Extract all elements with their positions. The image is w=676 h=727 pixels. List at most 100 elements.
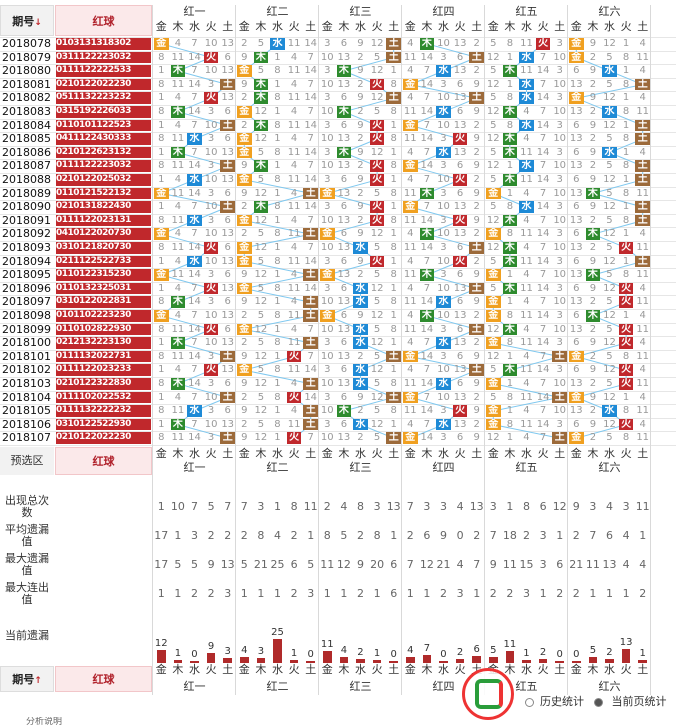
miss-value: 11 [171,51,185,63]
miss-value: 14 [304,119,318,131]
pre-element-9: 土 [305,447,317,460]
bottom-group-2: 红二 [266,680,289,693]
miss-value: 9 [357,255,364,267]
hit-cell-earth: 土 [386,38,401,50]
miss-value: 14 [304,201,318,213]
miss-value: 6 [224,269,231,281]
miss-value: 11 [171,133,185,145]
miss-value: 6 [573,337,580,349]
history-label[interactable]: 历史统计 [540,695,584,708]
miss-value: 11 [520,418,533,430]
top-element-23: 火 [537,20,549,33]
miss-value: 2 [357,214,364,226]
stat-value: 2 [473,529,481,542]
hit-cell-earth: 土 [552,350,567,363]
missing-bar [588,656,598,663]
hit-cell-fire: 火 [369,160,385,172]
miss-value: 6 [456,242,464,253]
miss-value: 1 [390,146,397,158]
top-element-19: 土 [471,20,483,33]
pre-element-25: 金 [570,447,582,460]
miss-value: 2 [589,133,597,145]
sort-up-icon[interactable]: ↑ [34,676,42,686]
miss-value: 14 [420,350,434,362]
miss-value: 12 [370,65,384,77]
miss-value: 8 [158,242,165,253]
miss-value: 2 [241,38,248,49]
trend-segment [161,43,212,58]
miss-value: 6 [456,187,464,199]
miss-value: 6 [573,310,580,321]
miss-value: 8 [622,214,630,226]
miss-value: 4 [290,323,298,335]
period-header[interactable]: 期号↓ [0,5,54,36]
stat-value: 1 [257,587,265,600]
hit-cell-gold: 金 [569,51,584,64]
hit-cell-earth: 土 [220,432,235,444]
missing-bar-label: 2 [606,647,613,659]
miss-value: 13 [569,160,583,172]
bottom-element-11: 木 [338,663,350,676]
hit-cell-wood: 木 [419,310,435,322]
miss-value: 14 [188,51,201,63]
miss-value: 10 [204,119,218,131]
current-page-label[interactable]: 当前页统计 [611,695,667,708]
trend-segment [177,424,228,439]
trend-segment [493,396,560,412]
miss-value: 12 [603,418,616,430]
miss-value: 11 [636,242,650,253]
miss-value: 5 [606,323,613,335]
red-ball-numbers: 0111102022532 [56,391,151,404]
miss-value: 3 [556,38,563,49]
miss-value: 10 [320,378,334,389]
history-radio[interactable] [525,698,534,707]
miss-value: 6 [340,337,348,349]
miss-value: 10 [320,296,334,308]
trend-segment [161,233,212,249]
miss-value: 11 [287,364,301,376]
hit-cell-gold: 金 [569,391,584,404]
hit-cell-gold: 金 [237,323,252,336]
hit-cell-fire: 火 [369,201,385,213]
trend-segment [592,192,643,208]
missing-bar-label: 25 [271,626,284,638]
miss-value: 10 [204,174,218,185]
miss-value: 1 [158,364,165,376]
period-footer[interactable]: 期号↑ [0,666,54,692]
grid-line [0,390,676,392]
miss-value: 7 [539,378,547,389]
miss-value: 3 [324,38,331,49]
current-page-radio[interactable] [594,698,603,707]
grid-line [0,322,676,324]
miss-value: 4 [174,255,182,267]
stat-value: 1 [323,587,331,600]
miss-value: 13 [337,378,351,389]
miss-value: 8 [622,160,630,172]
trend-segment [177,152,228,167]
missing-bar-label: 1 [174,648,182,660]
stat-value: 3 [589,500,597,513]
trend-segment [410,206,461,222]
missing-bar-label: 2 [539,647,547,659]
miss-value: 11 [171,323,185,335]
miss-value: 10 [553,323,567,335]
hit-cell-earth: 土 [635,201,650,213]
miss-value: 14 [536,418,550,430]
hit-cell-earth: 土 [469,51,484,64]
miss-value: 8 [158,405,165,417]
miss-value: 3 [556,65,563,77]
miss-value: 1 [158,418,165,430]
missing-bar [306,661,315,663]
hit-cell-water: 水 [353,337,368,349]
trend-segment [426,315,477,330]
stat-value: 4 [622,558,630,571]
sort-down-icon[interactable]: ↓ [34,18,42,28]
stat-value: 4 [639,558,647,571]
stat-value: 9 [207,558,215,571]
stat-value: 7 [224,500,232,513]
pre-element-10: 金 [321,447,333,460]
miss-value: 7 [423,92,431,104]
miss-value: 6 [340,310,348,321]
hit-cell-wood: 木 [336,405,352,417]
miss-value: 2 [589,350,597,362]
